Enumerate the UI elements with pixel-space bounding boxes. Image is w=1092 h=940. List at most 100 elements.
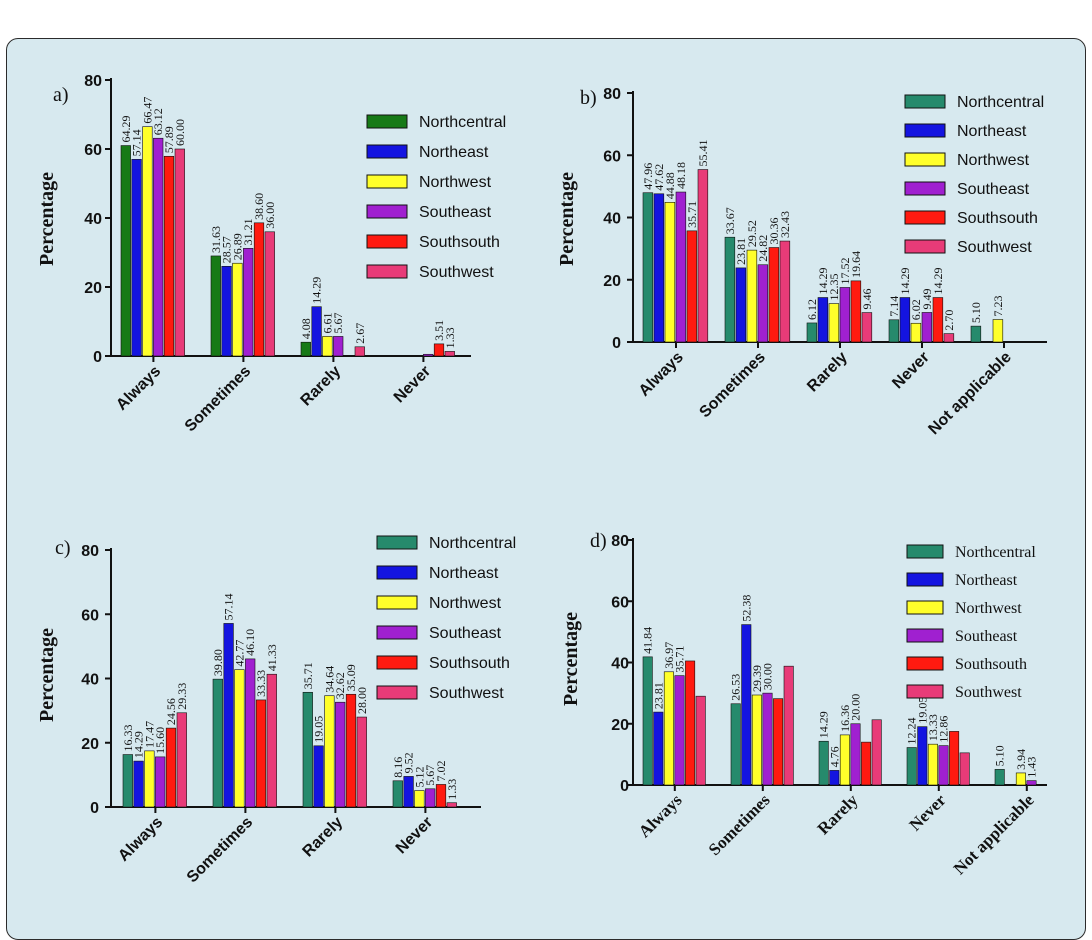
bar-northwest-always [144,750,155,808]
legend-swatch-southwest [906,684,944,699]
x-tick-label: Rarely [814,790,862,838]
x-tick-label: Always [636,349,687,400]
x-tick-label: Sometimes [696,349,768,421]
data-label: 35.71 [301,662,315,689]
legend-swatch-northeast [366,144,408,159]
data-label: 47.62 [652,164,666,191]
bar-northcentral-never [392,780,403,808]
bar-northcentral-always [120,145,131,357]
bar-northwest-always [664,202,676,343]
y-tick-label: 0 [620,778,629,795]
bar-southeast-sometimes [243,248,254,357]
y-tick-label: 40 [84,211,102,228]
bar-northcentral-never [906,747,917,786]
panel-label: b) [580,87,597,109]
data-label: 9.52 [402,752,416,773]
bar-northwest-rarely [324,695,335,808]
bar-southsouth-never [949,731,960,786]
bar-southeast-sometimes [757,264,769,343]
bar-northeast-sometimes [221,266,232,357]
legend-label-southsouth: Southsouth [955,656,1027,673]
legend-label-northcentral: Northcentral [419,114,506,131]
data-label: 47.96 [641,163,655,190]
data-label: 1.33 [445,779,459,800]
x-tick-label: Not applicable [950,790,1038,878]
data-label: 63.12 [151,108,165,135]
bar-northeast-never [899,297,911,343]
data-label: 42.77 [232,640,246,667]
data-label: 5.67 [331,312,345,333]
data-label: 57.14 [130,129,144,156]
bar-northeast-rarely [313,745,324,808]
data-label: 9.49 [920,288,934,309]
legend-label-southwest: Southwest [955,684,1022,701]
chart-c: c) Percentage 0 20 40 60 80 16.3314.2917.4715.6… [36,535,516,886]
data-label: 19.64 [849,251,863,278]
bar-northcentral-sometimes [210,255,221,357]
data-label: 14.29 [931,268,945,295]
legend-label-northcentral: Northcentral [429,535,516,552]
bar-southwest-sometimes [264,231,275,357]
bar-southsouth-never [435,784,447,808]
panel-label: c) [55,537,71,559]
legend-label-southeast: Southeast [419,204,492,221]
bar-southsouth-sometimes [255,699,267,808]
legend-swatch-southwest [366,264,408,279]
data-label: 8.16 [391,757,405,778]
bar-southsouth-never [433,343,445,357]
legend-label-northwest: Northwest [957,152,1030,169]
data-label: 26.53 [729,674,743,701]
legend-swatch-northwest [906,600,944,615]
data-label: 34.64 [322,666,336,693]
data-label: 7.02 [434,760,448,781]
bar-southwest-never [444,351,455,357]
legend-label-northeast: Northeast [955,572,1018,589]
data-label: 12.24 [905,718,919,745]
panel-label: a) [53,84,69,106]
data-label: 6.61 [320,312,334,333]
legend-label-southeast: Southeast [429,625,502,642]
bar-northwest-not-applicable [992,319,1004,343]
data-label: 3.51 [432,320,446,341]
legend-swatch-northwest [376,595,418,610]
bar-northeast-always [131,159,142,357]
y-tick-label: 80 [81,543,99,560]
bar-southeast-always [675,191,687,343]
data-label: 41.84 [641,627,655,654]
data-label: 30.36 [767,218,781,245]
bar-northcentral-always [642,656,653,786]
data-label: 5.67 [423,765,437,786]
bar-northeast-never [403,776,414,808]
data-label: 60.00 [173,119,187,146]
data-label: 35.71 [673,646,687,673]
x-tick-label: Never [391,363,434,406]
data-label: 13.33 [926,714,940,741]
bar-northeast-rarely [829,770,840,786]
x-tick-label: Always [113,363,164,414]
bar-northcentral-sometimes [212,678,223,808]
bar-southeast-rarely [333,336,344,357]
y-tick-label: 0 [93,349,102,366]
data-label: 39.80 [211,649,225,676]
bar-southwest-sometimes [779,240,791,343]
data-label: 1.33 [443,327,457,348]
y-tick-label: 20 [603,273,621,290]
bar-northcentral-rarely [818,740,829,786]
bar-southwest-rarely [354,346,365,357]
bar-northcentral-always [122,754,133,808]
y-tick-label: 80 [611,533,629,550]
legend-label-northcentral: Northcentral [957,94,1044,111]
bar-southwest-never [943,333,955,343]
data-label: 35.71 [685,201,699,228]
chart-b: b) Percentage 0 20 40 60 80 47.9647.6244.8848.1… [556,86,1047,438]
bar-northwest-not-applicable [1015,772,1026,786]
data-label: 23.81 [734,238,748,265]
y-tick-label: 40 [81,672,99,689]
legend-swatch-southeast [904,181,946,196]
data-label: 12.35 [827,274,841,301]
data-label: 30.00 [761,663,775,690]
legend-label-northeast: Northeast [419,144,489,161]
legend-label-southsouth: Southsouth [429,655,510,672]
bar-southeast-not-applicable [1026,780,1037,786]
